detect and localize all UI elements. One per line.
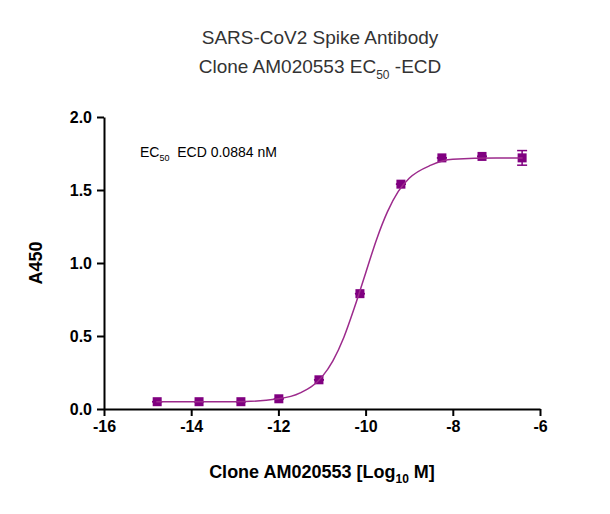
tick: 1.0 <box>70 255 104 272</box>
text-part: SARS-CoV2 Spike Antibody <box>202 27 439 48</box>
tick-label: 0.0 <box>70 401 92 418</box>
tick: 0.0 <box>70 401 104 418</box>
fit-line <box>156 158 522 402</box>
text-part: EC <box>140 144 159 160</box>
tick-mark <box>97 409 104 411</box>
axis-line <box>105 409 541 411</box>
title: SARS-CoV2 Spike Antibody <box>202 27 439 48</box>
tick-mark <box>191 409 193 416</box>
text-part: M] <box>409 462 435 482</box>
text-part: ECD 0.0884 nM <box>169 144 276 160</box>
chart: -16 -14 -12 -10 -8 -6 0.0 0.5 1.0 1.5 2.0 SARS-CoV2… <box>0 0 610 514</box>
tick: 1.5 <box>70 182 104 199</box>
error-cap <box>517 164 527 166</box>
tick-mark <box>97 263 104 265</box>
tick-mark <box>365 409 367 416</box>
tick-label: -14 <box>180 418 203 435</box>
tick-mark <box>97 117 104 119</box>
y-axis-title: A450 <box>26 241 46 284</box>
data-point <box>478 152 487 161</box>
tick-label: 1.5 <box>70 182 92 199</box>
tick-label: 2.0 <box>70 109 92 126</box>
tick: -14 <box>180 409 203 435</box>
text-part: Clone AM020553 [Log <box>209 462 395 482</box>
tick: 2.0 <box>70 109 104 126</box>
error-cap <box>517 150 527 152</box>
plot: -16 -14 -12 -10 -8 -6 0.0 0.5 1.0 1.5 2.0 <box>70 109 548 436</box>
tick-mark <box>97 190 104 192</box>
tick: -10 <box>355 409 378 435</box>
tick: -12 <box>267 409 290 435</box>
tick: -16 <box>93 409 116 435</box>
tick-label: -8 <box>446 418 460 435</box>
subscript: 50 <box>159 153 169 163</box>
y-axis: 0.0 0.5 1.0 1.5 2.0 <box>70 109 105 418</box>
tick: -8 <box>446 409 460 435</box>
tick-label: 1.0 <box>70 255 92 272</box>
marks <box>152 151 527 407</box>
tick-mark <box>452 409 454 416</box>
tick: -6 <box>533 409 547 435</box>
tick-mark <box>278 409 280 416</box>
tick-mark <box>540 409 542 416</box>
tick-label: -10 <box>355 418 378 435</box>
tick-label: -6 <box>533 418 547 435</box>
text-part: A450 <box>26 241 46 284</box>
annotation: EC50 ECD 0.0884 nM <box>140 144 277 163</box>
x-axis-title: Clone AM020553 [Log10 M] <box>209 462 435 486</box>
text-part: -ECD <box>390 56 442 77</box>
subscript: 50 <box>376 68 390 82</box>
tick-mark <box>97 336 104 338</box>
x-axis: -16 -14 -12 -10 -8 -6 <box>93 409 548 435</box>
tick-label: -16 <box>93 418 116 435</box>
tick-label: 0.5 <box>70 328 92 345</box>
tick-label: -12 <box>267 418 290 435</box>
subscript: 10 <box>396 472 410 486</box>
tick: 0.5 <box>70 328 104 345</box>
text-part: Clone AM020553 EC <box>199 56 376 77</box>
title: Clone AM020553 EC50 -ECD <box>199 56 442 82</box>
